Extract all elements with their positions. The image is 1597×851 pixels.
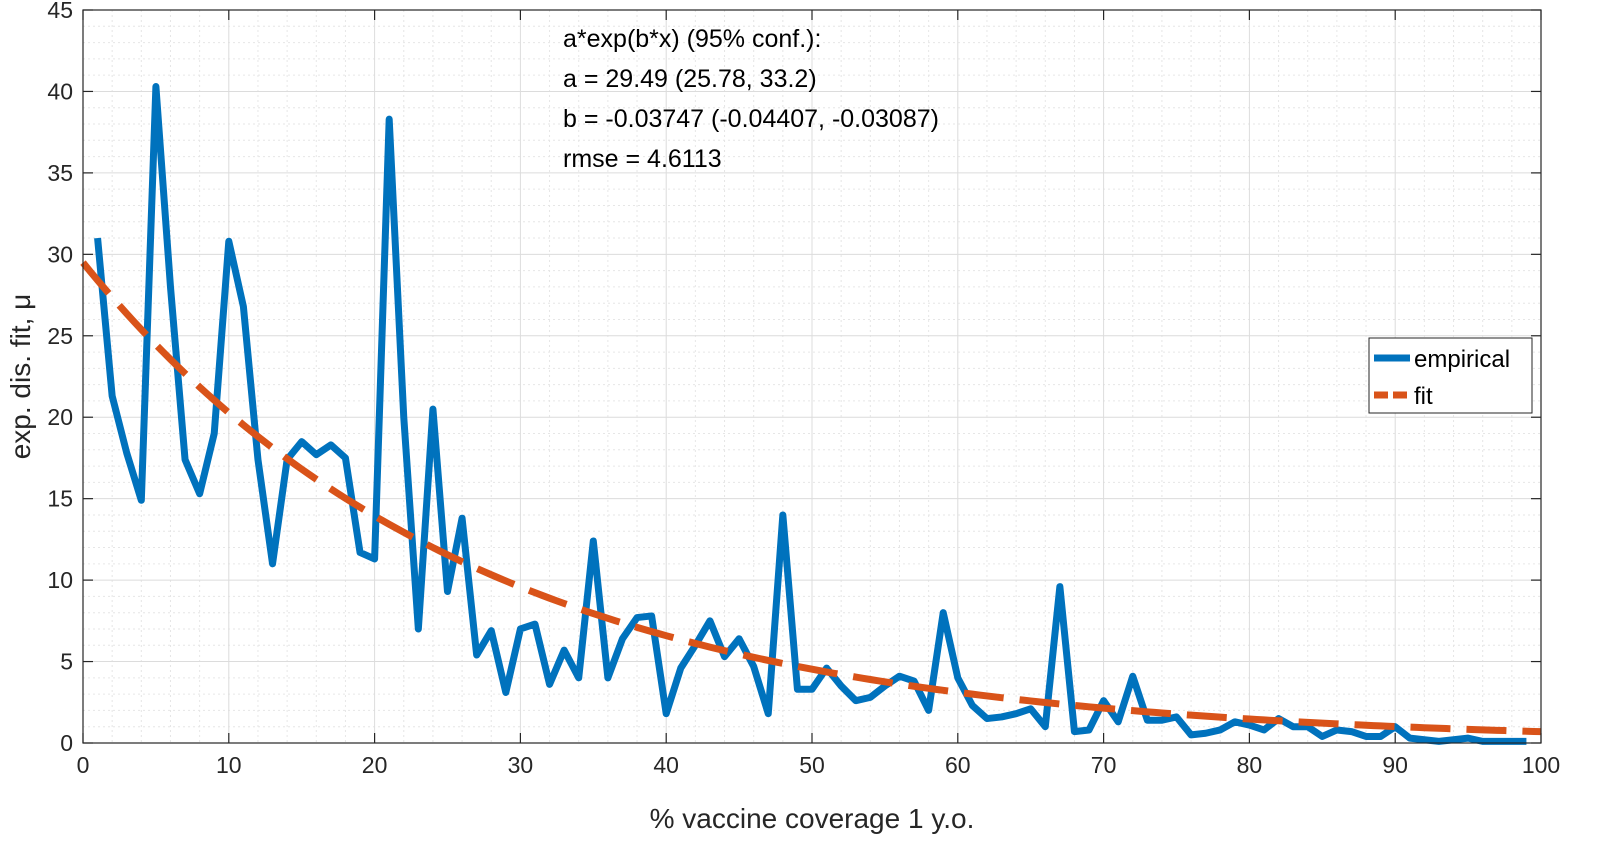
- series-line-fit: [80, 260, 1542, 736]
- y-tick-label: 5: [60, 649, 73, 675]
- y-tick-label: 30: [47, 241, 73, 267]
- legend-label-fit: fit: [1414, 383, 1433, 410]
- minor-grid: [83, 10, 1541, 743]
- x-tick-label: 80: [1237, 752, 1263, 778]
- x-tick-label: 100: [1522, 752, 1560, 778]
- y-tick-label: 0: [60, 730, 73, 756]
- y-tick-label: 20: [47, 404, 73, 430]
- y-tick-label: 25: [47, 323, 73, 349]
- ticks-layer: 0 10 20 30 40 50 60 70 80 90 100 0 5 10 15 20 25 30 35 40 45: [47, 0, 1560, 778]
- x-tick-label: 90: [1382, 752, 1408, 778]
- annotation-line: b = -0.03747 (-0.04407, -0.03087): [563, 105, 939, 133]
- y-tick-label: 35: [47, 160, 73, 186]
- legend-label-empirical: empirical: [1414, 346, 1510, 373]
- series-line-empirical: [94, 83, 1527, 745]
- fit-annotation: a*exp(b*x) (95% conf.): a = 29.49 (25.78…: [563, 25, 939, 173]
- y-tick-label: 40: [47, 78, 73, 104]
- annotation-line: a*exp(b*x) (95% conf.):: [563, 25, 821, 53]
- annotation-line: rmse = 4.6113: [563, 145, 722, 173]
- legend-box: [1368, 337, 1533, 414]
- x-tick-label: 10: [216, 752, 242, 778]
- series-layer: [80, 83, 1542, 745]
- x-tick-label: 50: [799, 752, 825, 778]
- x-tick-label: 40: [653, 752, 679, 778]
- y-tick-label: 15: [47, 486, 73, 512]
- y-tick-label: 10: [47, 567, 73, 593]
- x-axis-label: % vaccine coverage 1 y.o.: [650, 803, 975, 834]
- y-tick-label: 45: [47, 0, 73, 23]
- x-tick-label: 30: [508, 752, 534, 778]
- x-tick-label: 70: [1091, 752, 1117, 778]
- annotation-line: a = 29.49 (25.78, 33.2): [563, 65, 817, 93]
- x-tick-label: 60: [945, 752, 971, 778]
- x-tick-label: 0: [77, 752, 90, 778]
- y-axis-label: exp. dis. fit, μ: [5, 294, 36, 460]
- legend[interactable]: empirical fit: [1368, 337, 1533, 414]
- x-tick-label: 20: [362, 752, 388, 778]
